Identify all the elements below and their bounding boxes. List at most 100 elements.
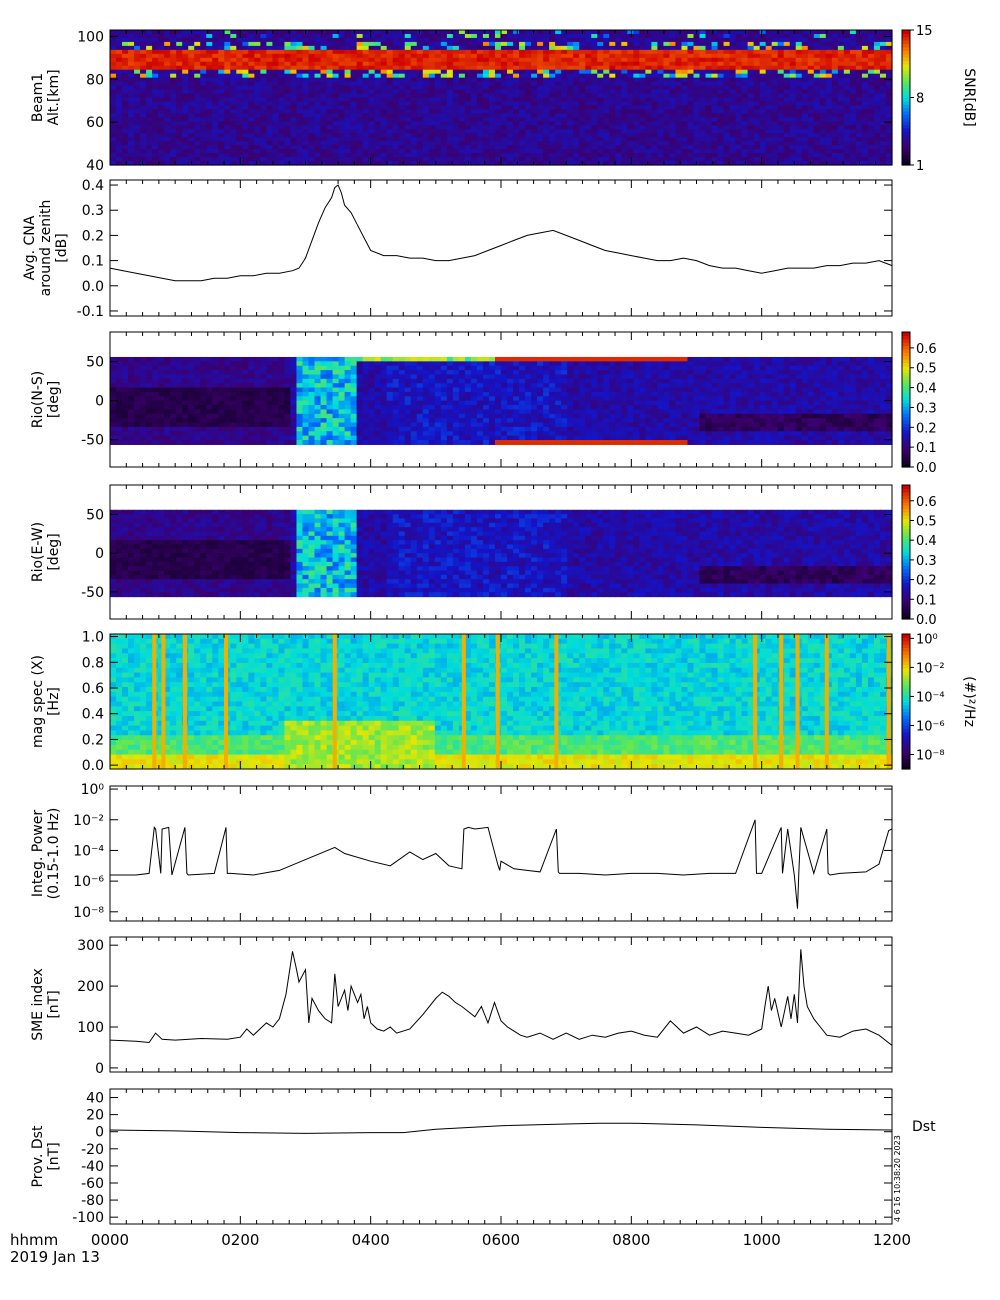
heatmap-cell (795, 65, 803, 71)
heatmap-cell (693, 117, 701, 122)
heatmap-cell (362, 137, 370, 142)
heatmap-cell (867, 101, 875, 107)
heatmap-cell (633, 89, 640, 95)
heatmap-cell (747, 61, 755, 67)
heatmap-cell (206, 73, 213, 79)
heatmap-cell (260, 121, 267, 126)
heatmap-cell (128, 409, 135, 415)
heatmap-cell (410, 105, 418, 111)
heatmap-cell (651, 105, 658, 111)
heatmap-cell (128, 418, 135, 424)
heatmap-cell (110, 378, 117, 384)
heatmap-cell (567, 37, 574, 43)
heatmap-cell (843, 57, 851, 63)
heatmap-cell (501, 69, 508, 75)
heatmap-cell (404, 65, 412, 71)
heatmap-cell (116, 365, 123, 371)
heatmap-cell (110, 413, 117, 419)
heatmap-cell (224, 129, 231, 134)
heatmap-cell (867, 57, 875, 63)
heatmap-cell (248, 121, 255, 126)
heatmap-cell (711, 149, 719, 154)
heatmap-cell (494, 65, 502, 71)
heatmap-cell (507, 37, 514, 43)
heatmap-cell (158, 53, 165, 59)
heatmap-cell (735, 65, 743, 71)
heatmap-cell (314, 101, 322, 107)
heatmap-cell (531, 57, 538, 63)
heatmap-cell (290, 53, 298, 59)
heatmap-cell (759, 129, 767, 134)
heatmap-cell (705, 61, 713, 67)
heatmap-cell (110, 41, 117, 47)
heatmap-cell (386, 73, 394, 79)
heatmap-cell (146, 33, 153, 39)
heatmap-cell (332, 145, 340, 150)
heatmap-cell (188, 73, 195, 79)
heatmap-cell (350, 33, 358, 39)
heatmap-cell (170, 105, 177, 111)
heatmap-cell (338, 121, 346, 126)
heatmap-cell (807, 161, 815, 166)
heatmap-cell (717, 81, 725, 87)
heatmap-cell (513, 137, 520, 142)
heatmap-cell (134, 105, 141, 111)
heatmap-cell (597, 45, 604, 51)
heatmap-cell (488, 61, 496, 67)
heatmap-cell (152, 65, 159, 71)
heatmap-cell (675, 73, 683, 79)
heatmap-cell (416, 45, 424, 51)
heatmap-cell (146, 383, 153, 389)
heatmap-cell (741, 145, 749, 150)
heatmap-cell (543, 129, 550, 134)
heatmap-cell (218, 41, 225, 47)
heatmap-cell (765, 33, 773, 39)
heatmap-cell (663, 105, 671, 111)
heatmap-cell (621, 121, 628, 126)
heatmap-cell (705, 109, 713, 114)
heatmap-cell (831, 145, 839, 150)
heatmap-cell (380, 105, 388, 111)
heatmap-cell (134, 133, 141, 138)
heatmap-cell (302, 105, 310, 111)
heatmap-cell (579, 85, 586, 91)
heatmap-cell (404, 117, 412, 122)
heatmap-cell (362, 133, 370, 138)
heatmap-cell (158, 413, 165, 419)
heatmap-cell (669, 101, 677, 107)
heatmap-cell (272, 65, 280, 71)
heatmap-cell (621, 129, 628, 134)
heatmap-cell (152, 149, 159, 154)
heatmap-cell (188, 129, 195, 134)
heatmap-cell (585, 133, 592, 138)
heatmap-cell (194, 361, 201, 367)
heatmap-cell (705, 81, 713, 87)
heatmap-cell (410, 45, 418, 51)
heatmap-cell (825, 81, 833, 87)
heatmap-cell (140, 400, 147, 406)
heatmap-cell (567, 65, 574, 71)
colorbar-step (902, 30, 910, 34)
heatmap-cell (771, 93, 779, 99)
heatmap-cell (110, 69, 117, 75)
heatmap-cell (795, 53, 803, 59)
heatmap-cell (771, 157, 779, 162)
heatmap-cell (188, 137, 195, 142)
heatmap-cell (158, 361, 165, 367)
heatmap-cell (428, 133, 436, 138)
heatmap-cell (693, 53, 701, 59)
heatmap-cell (675, 133, 683, 138)
heatmap-cell (146, 69, 153, 75)
heatmap-cell (753, 125, 761, 130)
heatmap-cell (242, 65, 249, 71)
heatmap-cell (200, 30, 207, 35)
heatmap-cell (392, 49, 400, 55)
heatmap-cell (711, 33, 719, 39)
heatmap-cell (452, 49, 460, 55)
heatmap-cell (176, 391, 183, 397)
heatmap-cell (831, 97, 839, 103)
heatmap-cell (224, 137, 231, 142)
heatmap-cell (825, 69, 833, 75)
heatmap-cell (332, 109, 340, 114)
heatmap-cell (795, 157, 803, 162)
